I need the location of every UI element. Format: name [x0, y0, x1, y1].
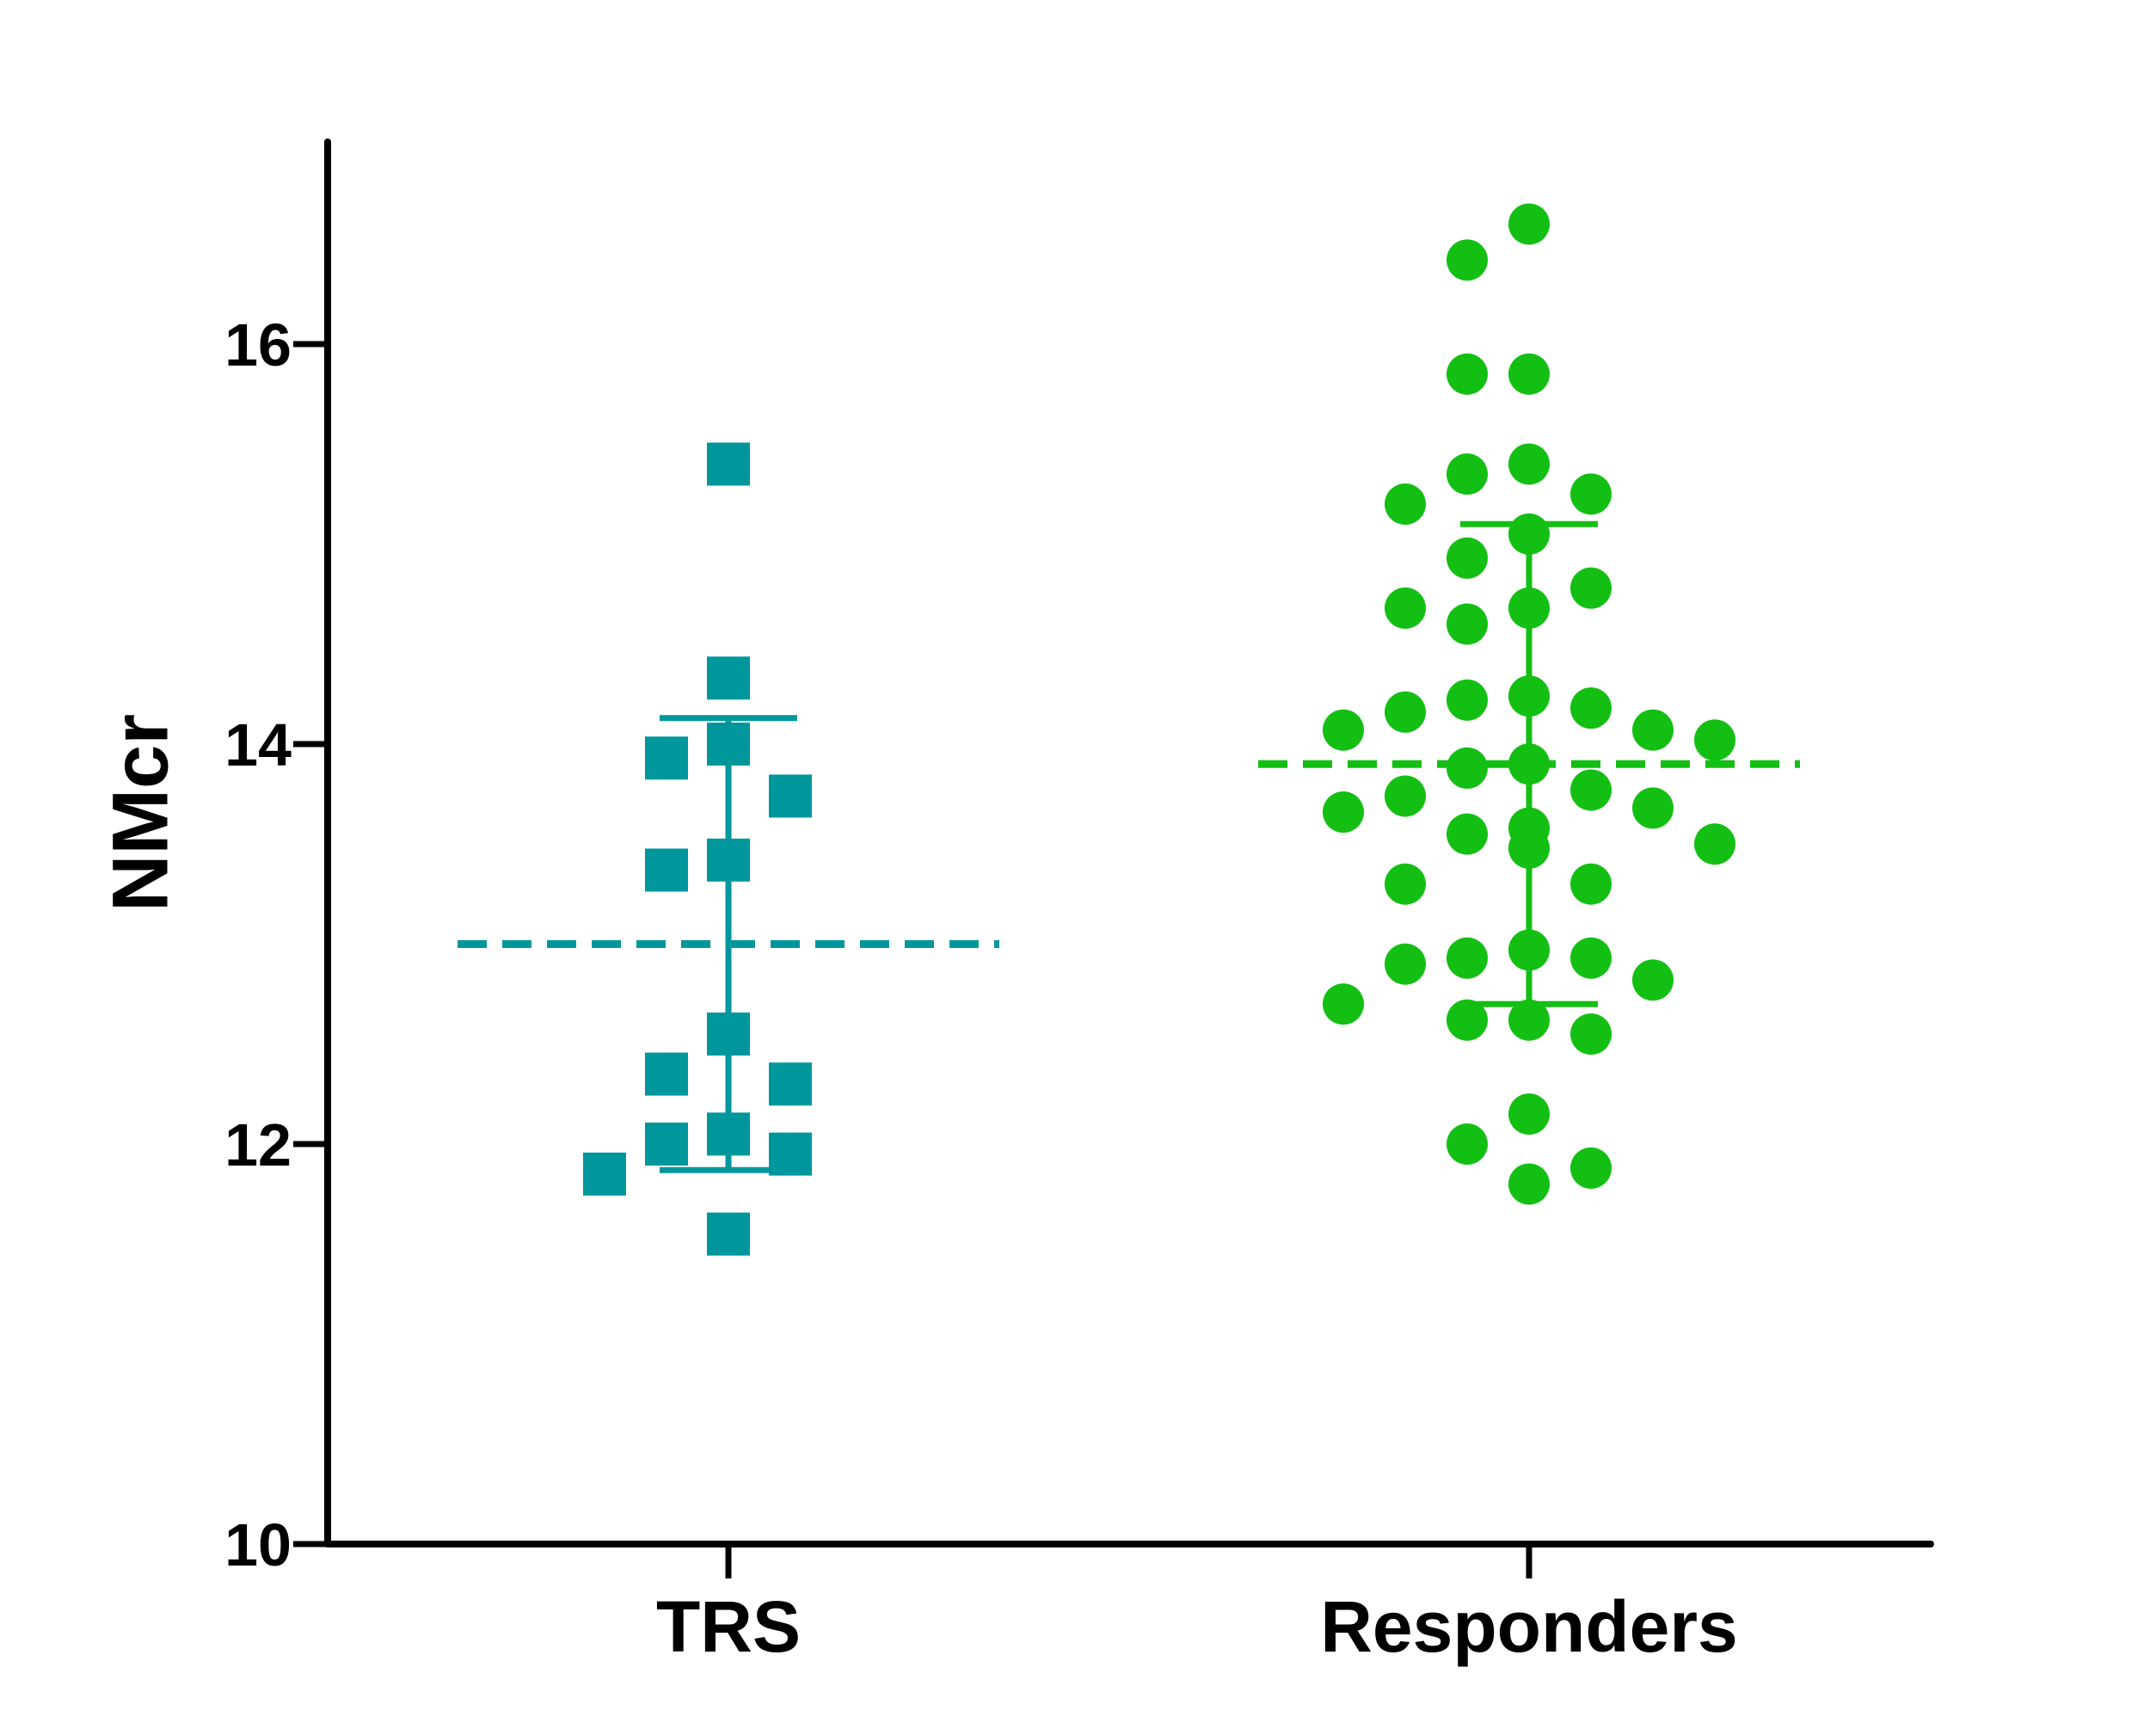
data-point: [1570, 863, 1612, 905]
data-point: [1632, 787, 1674, 829]
data-point: [645, 848, 688, 892]
data-point: [1508, 929, 1550, 971]
data-point: [1570, 1147, 1612, 1189]
data-point: [1508, 513, 1550, 555]
data-point: [707, 1012, 750, 1056]
data-point: [1694, 719, 1735, 761]
data-point: [645, 736, 688, 780]
y-axis-title: NMcr: [96, 714, 184, 912]
data-point: [1508, 999, 1550, 1041]
data-point: [1570, 473, 1612, 515]
data-point: [707, 838, 750, 882]
data-point: [1385, 483, 1426, 525]
data-point: [707, 1112, 750, 1156]
data-point: [1447, 813, 1488, 855]
data-point: [1570, 687, 1612, 729]
data-point: [1447, 239, 1488, 281]
data-point: [1447, 537, 1488, 579]
data-point: [1385, 587, 1426, 629]
data-point: [707, 442, 750, 486]
series-trs: [458, 442, 999, 1256]
data-point: [1385, 775, 1426, 817]
y-tick-label: 12: [224, 1111, 292, 1178]
x-category-label: Responders: [1320, 1586, 1737, 1667]
data-point: [1385, 943, 1426, 985]
data-point: [1508, 587, 1550, 629]
data-point: [707, 656, 750, 700]
data-point: [1447, 353, 1488, 395]
data-point: [645, 1123, 688, 1166]
data-point: [1508, 1163, 1550, 1205]
data-point: [1570, 937, 1612, 979]
y-tick-label: 16: [224, 311, 292, 378]
data-point: [1323, 791, 1364, 834]
y-ticks: 10 12 14 16 TRS Responders: [224, 311, 1738, 1667]
data-point: [1447, 937, 1488, 979]
data-point: [1323, 983, 1364, 1025]
data-point: [1447, 1123, 1488, 1165]
data-point: [1508, 827, 1550, 869]
data-point: [1447, 999, 1488, 1041]
data-point: [707, 1212, 750, 1256]
data-point: [707, 723, 750, 766]
data-point: [1323, 709, 1364, 751]
data-point: [1385, 691, 1426, 733]
data-point: [1632, 959, 1674, 1001]
data-point: [583, 1152, 626, 1196]
y-tick-label: 10: [224, 1511, 292, 1578]
data-point: [1385, 863, 1426, 905]
data-point: [1508, 203, 1550, 245]
data-point: [1508, 353, 1550, 395]
x-category-label: TRS: [656, 1586, 801, 1667]
series-responders: [1258, 203, 1800, 1205]
data-point: [1447, 747, 1488, 789]
data-point: [1694, 823, 1735, 865]
data-point: [1508, 1093, 1550, 1135]
data-point: [769, 1132, 812, 1176]
data-point: [769, 1062, 812, 1106]
series-layer: [458, 203, 1800, 1256]
y-tick-label: 14: [224, 711, 292, 778]
data-point: [1447, 453, 1488, 495]
data-point: [1570, 567, 1612, 609]
data-point: [1447, 679, 1488, 721]
data-point: [645, 1052, 688, 1096]
axes: [324, 138, 1934, 1547]
data-point: [1447, 603, 1488, 645]
data-point: [1570, 1013, 1612, 1055]
data-point: [769, 774, 812, 818]
data-point: [1632, 709, 1674, 751]
data-point: [1508, 675, 1550, 717]
data-point: [1508, 443, 1550, 485]
data-point: [1570, 769, 1612, 811]
